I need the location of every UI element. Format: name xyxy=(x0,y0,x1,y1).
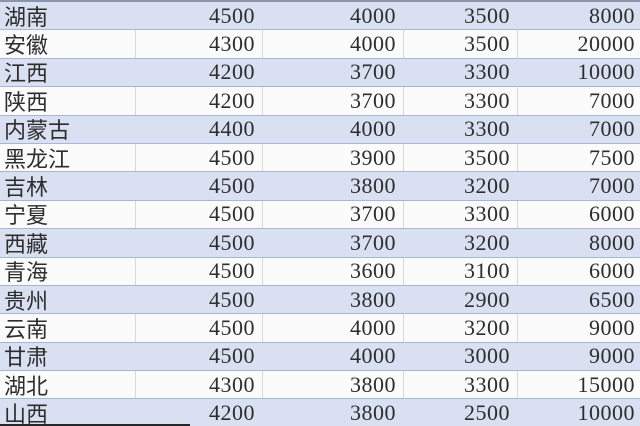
value-cell: 3300 xyxy=(464,116,510,142)
region-cell: 山西 xyxy=(4,402,49,426)
region-cell: 西藏 xyxy=(4,231,49,257)
value-cell: 3700 xyxy=(350,59,396,85)
value-cell: 3300 xyxy=(403,200,517,229)
region-cell: 内蒙古 xyxy=(4,118,71,143)
value-cell: 3300 xyxy=(464,59,510,85)
value-cell: 3200 xyxy=(403,314,517,342)
table-row: 吉林 4500 3800 3200 7000 xyxy=(0,172,640,201)
value-cell: 4000 xyxy=(262,314,403,342)
table-row: 山西 4200 3800 2500 10000 xyxy=(0,399,640,426)
value-cell: 9000 xyxy=(517,314,640,342)
value-cell: 4000 xyxy=(350,343,396,369)
region-cell: 湖北 xyxy=(4,373,49,399)
value-cell: 8000 xyxy=(589,229,635,255)
table-row: 陕西 4200 3700 3300 7000 xyxy=(0,87,640,116)
table-row: 江西 4200 3700 3300 10000 xyxy=(0,58,640,88)
value-cell: 4200 xyxy=(135,87,262,115)
value-cell: 4500 xyxy=(135,257,262,285)
table-row: 湖南 4500 4000 3500 8000 xyxy=(0,2,640,31)
region-cell: 云南 xyxy=(4,317,49,342)
value-cell: 6000 xyxy=(517,200,640,229)
region-cell: 黑龙江 xyxy=(4,146,71,172)
table-row: 贵州 4500 3800 2900 6500 xyxy=(0,285,640,315)
value-cell: 3800 xyxy=(350,286,396,312)
value-cell: 9000 xyxy=(589,343,635,369)
value-cell: 15000 xyxy=(517,371,640,399)
value-cell: 2500 xyxy=(464,400,510,426)
value-cell: 4500 xyxy=(209,2,255,28)
region-cell: 湖南 xyxy=(4,4,49,30)
value-cell: 3000 xyxy=(464,343,510,369)
table-row: 青海 4500 3600 3100 6000 xyxy=(0,257,640,286)
table-row: 安徽 4300 4000 3500 20000 xyxy=(0,30,640,59)
value-cell: 4500 xyxy=(135,143,262,172)
value-cell: 7500 xyxy=(517,143,640,172)
region-cell: 甘肃 xyxy=(4,345,49,371)
table-row: 甘肃 4500 4000 3000 9000 xyxy=(0,342,640,372)
value-cell: 3300 xyxy=(403,371,517,399)
value-cell: 4500 xyxy=(209,229,255,255)
value-cell: 4000 xyxy=(262,30,403,58)
table-row: 云南 4500 4000 3200 9000 xyxy=(0,314,640,343)
region-cell: 吉林 xyxy=(4,175,49,200)
value-cell: 3500 xyxy=(403,143,517,172)
value-cell: 4000 xyxy=(350,116,396,142)
value-cell: 4200 xyxy=(209,400,255,426)
value-cell: 3800 xyxy=(350,400,396,426)
region-cell: 江西 xyxy=(4,61,49,87)
region-cell: 安徽 xyxy=(4,33,49,58)
value-cell: 20000 xyxy=(517,30,640,58)
value-cell: 3500 xyxy=(403,30,517,58)
value-cell: 7000 xyxy=(517,87,640,115)
value-cell: 3300 xyxy=(403,87,517,115)
value-cell: 4500 xyxy=(135,314,262,342)
value-cell: 3500 xyxy=(464,2,510,28)
value-cell: 4500 xyxy=(209,286,255,312)
value-cell: 3700 xyxy=(262,200,403,229)
value-cell: 3100 xyxy=(403,257,517,285)
value-cell: 2900 xyxy=(464,286,510,312)
table-row: 西藏 4500 3700 3200 8000 xyxy=(0,229,640,258)
value-cell: 7000 xyxy=(589,173,635,199)
region-cell: 宁夏 xyxy=(4,203,49,229)
value-cell: 10000 xyxy=(577,59,635,85)
value-cell: 4400 xyxy=(209,116,255,142)
region-cell: 陕西 xyxy=(4,89,49,115)
region-cell: 贵州 xyxy=(4,288,49,314)
clipped-row-border-line xyxy=(0,424,190,426)
value-cell: 3600 xyxy=(262,257,403,285)
value-cell: 4200 xyxy=(209,59,255,85)
value-cell: 4500 xyxy=(135,200,262,229)
value-cell: 3800 xyxy=(262,371,403,399)
value-cell: 3800 xyxy=(350,173,396,199)
value-cell: 3200 xyxy=(464,173,510,199)
value-cell: 4500 xyxy=(209,343,255,369)
value-cell: 6000 xyxy=(517,257,640,285)
value-cell: 4500 xyxy=(209,173,255,199)
value-cell: 4000 xyxy=(350,2,396,28)
table-row: 黑龙江 4500 3900 3500 7500 xyxy=(0,143,640,173)
value-cell: 7000 xyxy=(589,116,635,142)
value-cell: 10000 xyxy=(577,400,635,426)
value-cell: 3900 xyxy=(262,143,403,172)
value-cell: 3700 xyxy=(262,87,403,115)
table-row: 内蒙古 4400 4000 3300 7000 xyxy=(0,115,640,144)
value-cell: 3200 xyxy=(464,229,510,255)
value-cell: 4300 xyxy=(135,30,262,58)
table-row: 湖北 4300 3800 3300 15000 xyxy=(0,371,640,400)
value-cell: 3700 xyxy=(350,229,396,255)
value-cell: 4300 xyxy=(135,371,262,399)
value-cell: 8000 xyxy=(589,2,635,28)
value-cell: 6500 xyxy=(589,286,635,312)
table-row: 宁夏 4500 3700 3300 6000 xyxy=(0,200,640,230)
region-cell: 青海 xyxy=(4,260,49,285)
